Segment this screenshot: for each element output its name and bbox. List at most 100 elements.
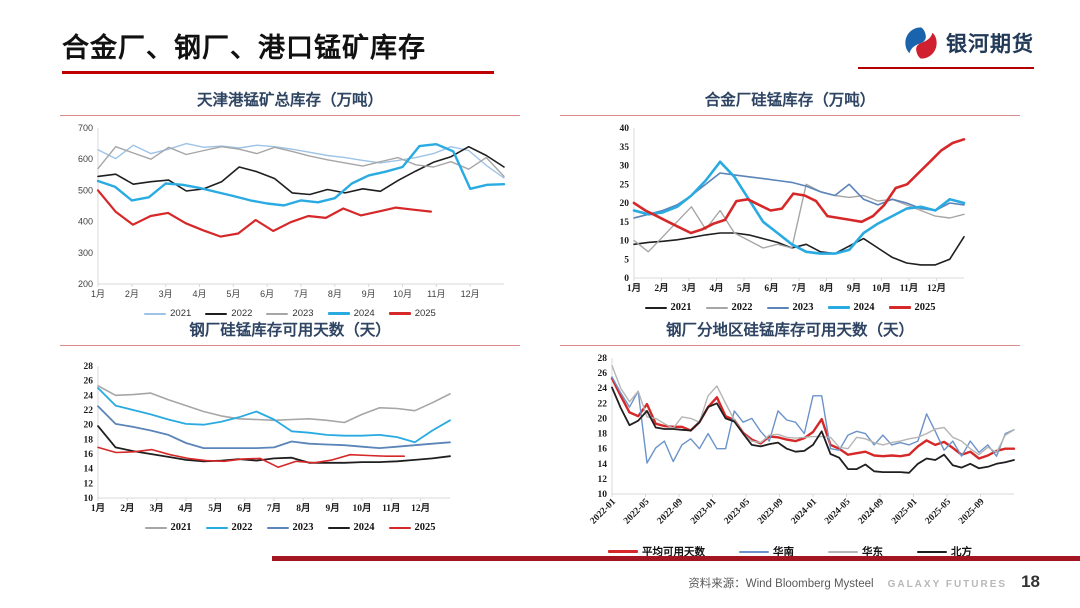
- svg-text:4月: 4月: [709, 283, 723, 294]
- svg-text:6月: 6月: [764, 283, 778, 294]
- svg-text:35: 35: [620, 143, 630, 153]
- svg-text:20: 20: [598, 414, 608, 424]
- legend-line-swatch: [388, 526, 411, 529]
- footer-divider-bar: [272, 556, 1080, 561]
- svg-text:26: 26: [84, 377, 94, 387]
- svg-text:10: 10: [84, 494, 94, 504]
- svg-text:28: 28: [598, 354, 608, 364]
- chart-title: 钢厂分地区硅锰库存可用天数（天）: [560, 318, 1020, 346]
- svg-text:10: 10: [598, 490, 608, 500]
- brand-footer-text: GALAXY FUTURES: [887, 579, 1008, 590]
- svg-text:600: 600: [78, 154, 93, 164]
- legend-item: 2021: [644, 302, 692, 313]
- legend-line-swatch: [266, 312, 289, 315]
- svg-text:400: 400: [78, 217, 93, 227]
- svg-text:3月: 3月: [150, 503, 164, 514]
- legend-label: 2023: [292, 522, 314, 533]
- svg-text:40: 40: [620, 124, 630, 134]
- svg-text:1月: 1月: [91, 503, 105, 514]
- legend-item: 2021: [144, 522, 192, 533]
- logo-underline: [858, 67, 1034, 69]
- page-title: 合金厂、钢厂、港口锰矿库存: [62, 33, 426, 63]
- svg-text:2月: 2月: [125, 289, 139, 299]
- chart-legend: 平均可用天数 华南 华东 北方: [560, 544, 1020, 559]
- svg-text:2022-05: 2022-05: [622, 497, 652, 527]
- svg-text:22: 22: [84, 406, 94, 416]
- svg-text:500: 500: [78, 185, 93, 195]
- legend-label: 2022: [231, 522, 253, 533]
- legend-item: 2025: [388, 308, 436, 319]
- svg-text:12月: 12月: [461, 289, 480, 299]
- legend-item: 2023: [766, 302, 814, 313]
- legend-label: 2021: [170, 308, 192, 319]
- svg-text:14: 14: [598, 460, 608, 470]
- legend-item: 2024: [327, 522, 375, 533]
- legend-line-swatch: [327, 312, 350, 315]
- legend-label: 2023: [292, 308, 314, 319]
- svg-text:8月: 8月: [819, 283, 833, 294]
- svg-text:3月: 3月: [682, 283, 696, 294]
- svg-text:10月: 10月: [872, 283, 891, 294]
- svg-text:2024-09: 2024-09: [857, 497, 887, 527]
- legend-label: 2024: [353, 522, 375, 533]
- legend-line-swatch: [888, 306, 911, 309]
- legend-item: 2025: [888, 302, 936, 313]
- svg-text:700: 700: [78, 123, 93, 133]
- svg-text:12: 12: [84, 479, 94, 489]
- chart-legend: 2021 2022 2023 2024 2025: [60, 308, 520, 319]
- legend-label: 2021: [170, 522, 192, 533]
- legend-label: 2021: [670, 302, 692, 313]
- svg-text:9月: 9月: [326, 503, 340, 514]
- svg-text:2022-09: 2022-09: [656, 497, 686, 527]
- svg-text:11月: 11月: [382, 503, 400, 514]
- legend-line-swatch: [828, 550, 858, 553]
- legend-item: 2024: [327, 308, 375, 319]
- svg-text:6月: 6月: [260, 289, 274, 299]
- svg-text:25: 25: [620, 180, 630, 190]
- svg-text:12月: 12月: [927, 283, 946, 294]
- svg-text:20: 20: [620, 199, 630, 209]
- legend-line-swatch: [205, 526, 228, 529]
- svg-text:10月: 10月: [352, 503, 371, 514]
- legend-label: 2022: [731, 302, 753, 313]
- svg-text:14: 14: [84, 465, 94, 475]
- legend-item: 2023: [266, 522, 314, 533]
- svg-text:26: 26: [598, 369, 608, 379]
- svg-text:11月: 11月: [900, 283, 918, 294]
- svg-text:4月: 4月: [179, 503, 193, 514]
- legend-label: 2025: [414, 522, 436, 533]
- svg-text:18: 18: [598, 430, 608, 440]
- chart-card-steel-days: 钢厂硅锰库存可用天数（天） 10 12 14 16 18 20 22 24 26 28 1月 2月 3月…: [60, 318, 520, 533]
- svg-text:30: 30: [620, 162, 630, 172]
- svg-text:200: 200: [78, 279, 93, 289]
- svg-text:5月: 5月: [737, 283, 751, 294]
- legend-label: 2024: [853, 302, 875, 313]
- svg-text:2024-01: 2024-01: [790, 497, 820, 527]
- legend-label: 2022: [231, 308, 253, 319]
- steel-plant-available-days-chart: 10 12 14 16 18 20 22 24 26 28 1月 2月 3月 4月 5月 6月 7月 8月 9月 10…: [84, 362, 451, 514]
- legend-line-swatch: [266, 526, 289, 529]
- svg-text:18: 18: [84, 435, 94, 445]
- legend-label: 2025: [414, 308, 436, 319]
- chart-legend: 2021 2022 2023 2024 2025: [560, 302, 1020, 313]
- legend-line-swatch: [705, 306, 728, 309]
- legend-line-swatch: [644, 306, 667, 309]
- svg-text:16: 16: [598, 445, 608, 455]
- svg-text:2025-09: 2025-09: [957, 497, 987, 527]
- svg-text:24: 24: [598, 384, 608, 394]
- tianjin-port-inventory-chart: 200 300 400 500 600 700 1月 2月 3月 4月 5月 6月 7月 8月 9月 10月 1…: [78, 123, 506, 299]
- legend-item: 华南: [739, 544, 794, 559]
- svg-text:4月: 4月: [192, 289, 206, 299]
- svg-text:3月: 3月: [159, 289, 173, 299]
- svg-text:5月: 5月: [226, 289, 240, 299]
- svg-text:2025-01: 2025-01: [890, 497, 920, 527]
- data-source-text: 资料来源：Wind Bloomberg Mysteel: [688, 578, 874, 590]
- galaxy-swirl-icon: [905, 27, 937, 59]
- legend-item: 2022: [705, 302, 753, 313]
- svg-text:11月: 11月: [427, 289, 445, 299]
- legend-item: 华东: [828, 544, 883, 559]
- legend-label: 华南: [773, 547, 794, 558]
- logo-text: 银河期货: [946, 33, 1034, 56]
- svg-text:2022-01: 2022-01: [589, 497, 619, 527]
